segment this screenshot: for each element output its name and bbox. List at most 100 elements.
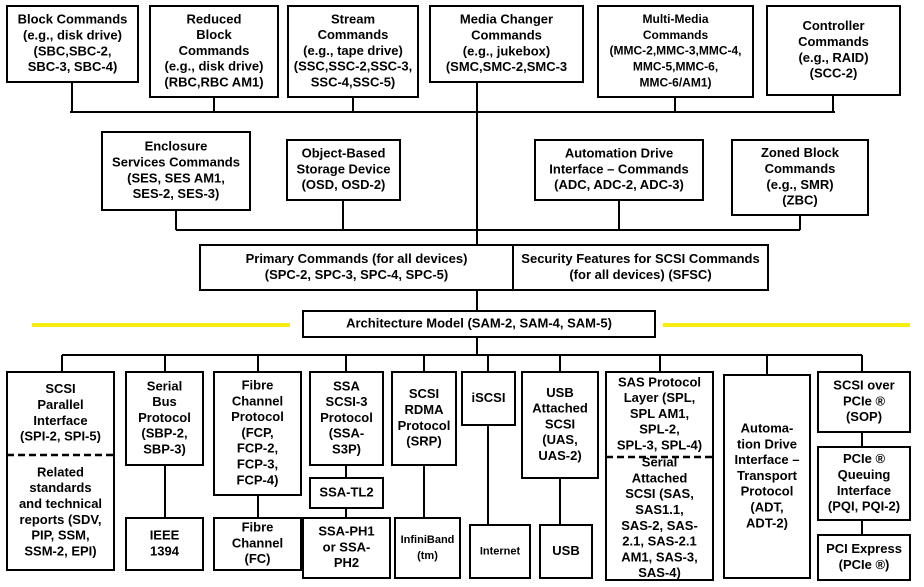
box-label: USB bbox=[552, 543, 579, 558]
box bbox=[429, 5, 584, 83]
box bbox=[6, 371, 115, 571]
box-label: SSA bbox=[333, 378, 360, 393]
box-label: SSA-TL2 bbox=[319, 484, 373, 499]
box-label: SCSI-3 bbox=[326, 394, 368, 409]
box-label: PCIe ® bbox=[843, 393, 886, 408]
box-label: SCSI bbox=[545, 416, 575, 431]
box-label: SPL AM1, bbox=[630, 406, 689, 421]
box-label: RDMA bbox=[405, 402, 445, 417]
box-label: Commands bbox=[765, 161, 836, 176]
box-label: Controller bbox=[802, 18, 864, 33]
box-label: SES-2, SES-3) bbox=[133, 186, 220, 201]
box-label: SAS1.1, bbox=[635, 502, 683, 517]
box-label: Block Commands bbox=[18, 12, 128, 27]
box-label: Automation Drive bbox=[565, 146, 673, 161]
box bbox=[199, 244, 514, 291]
box-label: Protocol bbox=[138, 410, 191, 425]
box-label: standards bbox=[29, 480, 91, 495]
box-label: SSA-PH1 bbox=[318, 524, 374, 539]
box bbox=[534, 139, 704, 201]
box bbox=[766, 5, 901, 96]
box-label: Commands bbox=[471, 28, 542, 43]
box-label: Protocol bbox=[398, 418, 451, 433]
box-label: (SSC,SSC-2,SSC-3, bbox=[294, 59, 412, 74]
box-label: ADT-2) bbox=[746, 515, 788, 530]
box-label: SAS Protocol bbox=[618, 374, 701, 389]
box-label: (OSD, OSD-2) bbox=[302, 177, 386, 192]
box-label: Internet bbox=[480, 545, 521, 557]
box-label: reports (SDV, bbox=[20, 512, 102, 527]
box bbox=[605, 371, 714, 581]
box-label: 2.1, SAS-2.1 bbox=[622, 534, 696, 549]
box-label: Multi-Media bbox=[643, 12, 709, 26]
box-label: (SCC-2) bbox=[810, 66, 858, 81]
box-label: SCSI bbox=[409, 386, 439, 401]
box-label: Automa- bbox=[741, 421, 794, 436]
box-label: SCSI bbox=[45, 381, 75, 396]
box-label: tion Drive bbox=[737, 436, 797, 451]
box-label: (e.g., RAID) bbox=[798, 50, 868, 65]
box bbox=[521, 371, 599, 479]
box-label: 1394 bbox=[150, 543, 180, 558]
box-label: (SPI-2, SPI-5) bbox=[20, 429, 101, 444]
box bbox=[469, 524, 531, 579]
box-label: Primary Commands (for all devices) bbox=[246, 251, 468, 266]
box-label: SPL-3, SPL-4) bbox=[617, 438, 702, 453]
box-label: (for all devices) (SFSC) bbox=[569, 267, 711, 282]
box-label: Block bbox=[196, 27, 232, 42]
box-label: Protocol bbox=[320, 410, 373, 425]
box-label: (tm) bbox=[417, 550, 438, 562]
box-label: (SMC,SMC-2,SMC-3 bbox=[446, 59, 567, 74]
box-label: Stream bbox=[331, 11, 375, 26]
box-label: MMC-5,MMC-6, bbox=[633, 59, 718, 73]
box-label: Protocol bbox=[741, 484, 794, 499]
box bbox=[125, 371, 204, 466]
box-label: Commands bbox=[179, 43, 250, 58]
box bbox=[309, 371, 384, 466]
box-label: Attached bbox=[632, 470, 688, 485]
box-label: Interface – bbox=[734, 452, 799, 467]
box-label: (SBP-2, bbox=[141, 426, 187, 441]
box-label: Enclosure bbox=[145, 139, 208, 154]
box bbox=[286, 139, 401, 201]
box-label: Transport bbox=[737, 468, 798, 483]
box bbox=[213, 371, 302, 496]
box-label: Channel bbox=[232, 393, 283, 408]
box-label: (e.g., disk drive) bbox=[23, 28, 122, 43]
box bbox=[391, 371, 457, 466]
box bbox=[539, 524, 593, 579]
box-label: Related bbox=[37, 464, 84, 479]
box-label: FCP-4) bbox=[237, 472, 279, 487]
box-label: Queuing bbox=[838, 467, 891, 482]
box bbox=[394, 517, 461, 579]
box-label: IEEE bbox=[150, 528, 180, 543]
box-label: (FC) bbox=[245, 551, 271, 566]
box-label: iSCSI bbox=[472, 390, 506, 405]
box-label: PCI Express bbox=[826, 541, 902, 556]
box-label: (SPC-2, SPC-3, SPC-4, SPC-5) bbox=[265, 267, 449, 282]
box-label: SPL-2, bbox=[639, 422, 679, 437]
box-label: (MMC-2,MMC-3,MMC-4, bbox=[610, 44, 742, 58]
box bbox=[287, 5, 419, 98]
box-label: (SES, SES AM1, bbox=[127, 170, 225, 185]
box-label: Storage Device bbox=[297, 161, 391, 176]
box-label: PIP, SSM, bbox=[31, 528, 89, 543]
box-label: SBP-3) bbox=[143, 442, 186, 457]
box bbox=[6, 5, 139, 83]
box-label: SAS-2, SAS- bbox=[621, 518, 698, 533]
box-label: (SRP) bbox=[406, 434, 441, 449]
box-label: (e.g., jukebox) bbox=[463, 43, 550, 58]
box-label: (PQI, PQI-2) bbox=[828, 499, 900, 514]
box-label: MMC-6/AM1) bbox=[640, 75, 712, 89]
box-label: Reduced bbox=[187, 11, 242, 26]
box bbox=[302, 310, 656, 338]
box-label: Interface bbox=[837, 483, 891, 498]
box-label: Serial bbox=[642, 455, 677, 470]
box-label: (SOP) bbox=[846, 409, 882, 424]
box-label: PH2 bbox=[334, 555, 359, 570]
box-label: or SSA- bbox=[323, 539, 371, 554]
box-label: Architecture Model (SAM-2, SAM-4, SAM-5) bbox=[346, 315, 612, 330]
box-label: (SBC,SBC-2, bbox=[33, 43, 111, 58]
